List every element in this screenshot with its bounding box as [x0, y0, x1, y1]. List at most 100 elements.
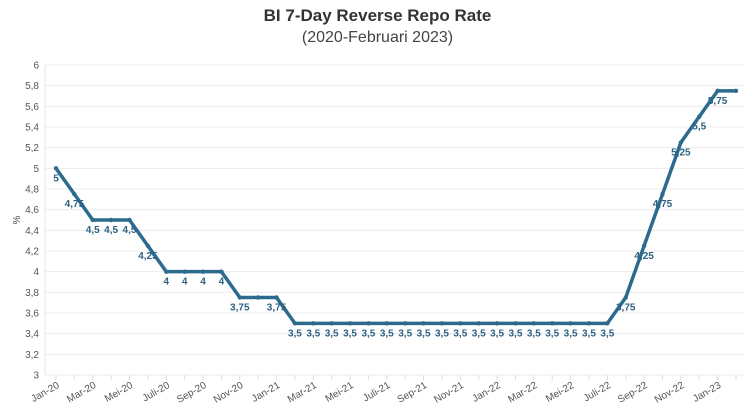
chart-title: BI 7-Day Reverse Repo Rate — [263, 6, 492, 25]
x-tick-label: Sep-21 — [396, 380, 430, 406]
data-label: 5 — [53, 173, 59, 184]
data-label: 4 — [200, 277, 206, 288]
data-point — [145, 243, 151, 249]
data-point — [439, 321, 445, 326]
data-point — [531, 321, 537, 326]
data-label: 3,75 — [230, 303, 250, 314]
x-tick-label: Nov-20 — [212, 380, 246, 406]
data-point — [274, 295, 279, 300]
data-label: 3,5 — [361, 328, 375, 339]
data-point — [219, 269, 224, 274]
series-line — [54, 89, 736, 326]
data-label: 4,75 — [653, 199, 673, 210]
data-label: 3,5 — [600, 328, 614, 339]
y-tick-label: 4,8 — [25, 185, 39, 196]
data-label: 3,5 — [398, 328, 412, 339]
y-tick-label: 4,4 — [25, 226, 39, 237]
data-label: 3,5 — [380, 328, 394, 339]
data-point — [347, 321, 353, 326]
data-label: 3,5 — [435, 328, 449, 339]
data-point — [53, 166, 59, 171]
x-tick-label: Mei-22 — [544, 380, 576, 405]
y-axis-label: % — [12, 215, 23, 224]
x-tick-label: Nov-21 — [432, 380, 466, 406]
x-tick-label: Mar-22 — [506, 380, 539, 406]
y-tick-label: 3 — [33, 371, 39, 382]
y-tick-label: 5,8 — [25, 81, 39, 92]
data-label: 4,5 — [123, 225, 137, 236]
data-point — [127, 217, 132, 223]
y-tick-label: 5,2 — [25, 143, 39, 154]
data-point — [733, 88, 739, 94]
data-label: 3,5 — [490, 328, 504, 339]
x-tick-label: Jan-20 — [30, 380, 62, 405]
data-label: 3,5 — [509, 328, 523, 339]
data-label: 3,5 — [417, 328, 431, 339]
data-point — [200, 269, 206, 274]
data-point — [311, 321, 316, 326]
x-tick-label: Juli-22 — [582, 380, 613, 404]
x-tick-label: Mei-21 — [324, 380, 356, 405]
x-tick-label: Mei-20 — [103, 380, 135, 405]
data-point — [72, 191, 77, 197]
data-point — [697, 114, 702, 119]
data-point — [164, 269, 169, 274]
y-tick-label: 5 — [33, 164, 39, 175]
data-point — [660, 191, 665, 197]
data-point — [678, 140, 684, 145]
data-label: 5,5 — [692, 122, 706, 133]
data-point — [623, 295, 628, 300]
y-tick-label: 3,6 — [25, 309, 39, 320]
y-tick-label: 5,4 — [25, 123, 39, 134]
x-tick-label: Jan-21 — [250, 380, 282, 405]
data-point — [237, 295, 242, 300]
y-tick-label: 3,4 — [25, 329, 39, 340]
x-tick-label: Jan-23 — [691, 380, 723, 405]
data-label: 5,25 — [671, 148, 691, 159]
data-label: 4 — [182, 277, 188, 288]
data-label: 4,5 — [104, 225, 118, 236]
data-label: 3,5 — [325, 328, 339, 339]
chart-subtitle: (2020-Februari 2023) — [301, 29, 454, 46]
y-tick-label: 5,6 — [25, 102, 39, 113]
y-tick-label: 3,8 — [25, 288, 39, 299]
data-point — [90, 217, 95, 223]
data-label: 3,5 — [472, 328, 486, 339]
data-point — [402, 321, 408, 326]
x-tick-label: Sep-22 — [616, 380, 650, 406]
data-label: 4,25 — [634, 251, 654, 262]
y-tick-label: 4,6 — [25, 205, 39, 216]
y-tick-label: 4,2 — [25, 247, 39, 258]
data-point — [458, 321, 463, 326]
data-label: 3,5 — [527, 328, 541, 339]
data-label: 3,5 — [582, 328, 596, 339]
data-point — [384, 321, 390, 326]
data-label: 3,5 — [306, 328, 320, 339]
data-point — [641, 243, 647, 249]
x-tick-label: Juli-21 — [361, 380, 392, 404]
data-label: 3,5 — [288, 328, 302, 339]
y-tick-label: 4 — [33, 267, 39, 278]
data-label: 3,75 — [616, 303, 636, 314]
x-tick-label: Sep-20 — [175, 380, 209, 406]
x-tick-label: Juli-20 — [141, 380, 172, 404]
data-point — [605, 321, 610, 326]
y-tick-label: 6 — [33, 61, 39, 72]
data-label: 3,5 — [545, 328, 559, 339]
x-tick-label: Mar-20 — [65, 380, 98, 406]
data-label: 3,75 — [267, 303, 287, 314]
data-point — [494, 321, 500, 326]
x-tick-label: Jan-22 — [471, 380, 503, 405]
x-tick-label: Mar-21 — [286, 380, 319, 406]
data-label: 3,5 — [564, 328, 578, 339]
data-point — [550, 321, 555, 326]
data-point — [421, 321, 426, 326]
x-tick-label: Nov-22 — [653, 380, 687, 406]
data-label: 4,25 — [138, 251, 158, 262]
y-tick-label: 3,2 — [25, 350, 39, 361]
data-point — [329, 321, 334, 326]
data-point — [476, 321, 481, 326]
data-point — [292, 321, 298, 326]
data-point — [366, 321, 371, 326]
